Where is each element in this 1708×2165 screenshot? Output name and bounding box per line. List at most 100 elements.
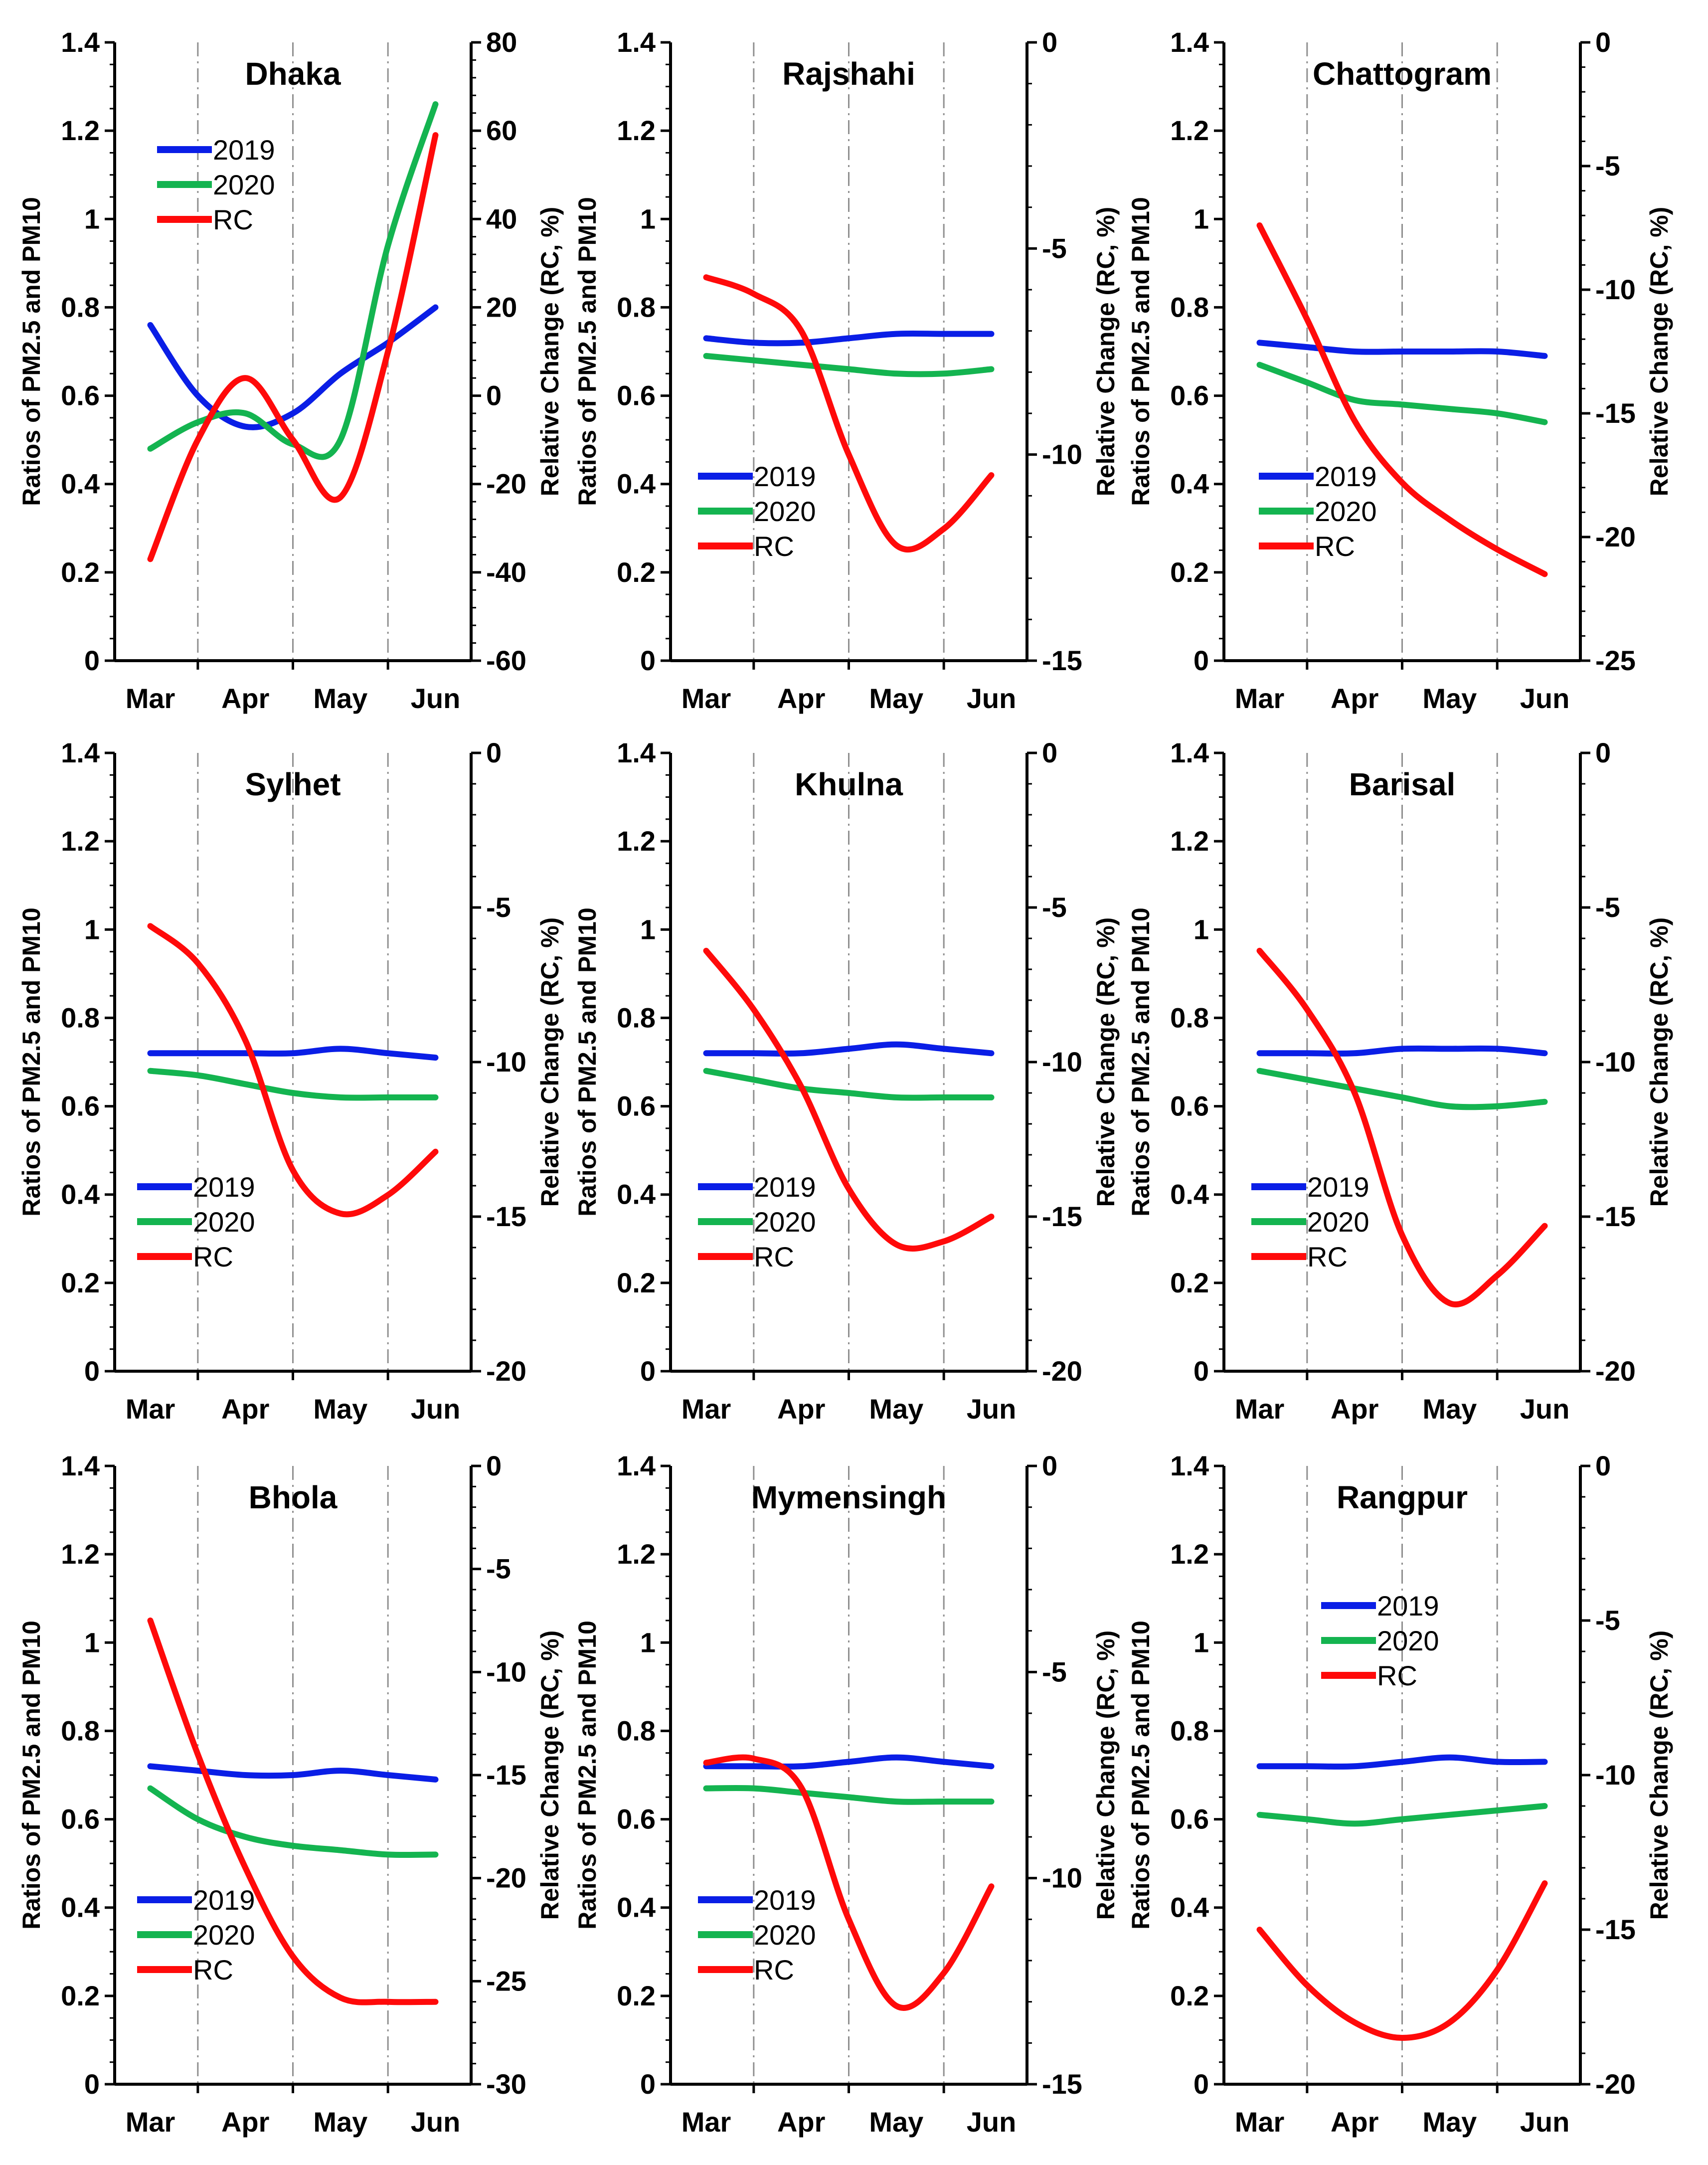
right-tick-label: -15 (1595, 1914, 1636, 1945)
panel-title: Sylhet (245, 766, 341, 802)
month-label-may: May (869, 1393, 923, 1425)
left-tick-label: 0.2 (617, 1980, 656, 2011)
panel-rajshahi: 0 0.2 0.4 0.6 0.8 1 1.2 1.4 -15 -10 -5 0 Mar Apr May Ju… (573, 26, 1120, 714)
right-tick-label: -10 (486, 1656, 526, 1687)
right-tick-label: -10 (1042, 1862, 1082, 1894)
month-label-apr: Apr (777, 683, 825, 714)
right-tick-label: -5 (486, 1553, 511, 1585)
right-tick-label: -10 (486, 1046, 526, 1078)
legend-label-2019: 2019 (193, 1884, 255, 1916)
right-tick-label: -5 (486, 892, 511, 923)
month-label-apr: Apr (1331, 683, 1378, 714)
month-label-may: May (869, 683, 923, 714)
right-tick-label: -15 (1595, 397, 1636, 429)
left-tick-label: 0.6 (617, 380, 656, 411)
legend-label-rc: RC (754, 1241, 794, 1272)
left-tick-label: 0.2 (1170, 1267, 1209, 1298)
right-tick-label: -20 (1595, 2068, 1636, 2100)
month-label-may: May (313, 683, 367, 714)
series-line-2020 (703, 1068, 995, 1101)
right-tick-label: 0 (1042, 1450, 1057, 1481)
right-tick-label: -40 (486, 556, 526, 588)
month-label-jun: Jun (1520, 1393, 1570, 1425)
left-tick-label: 0.8 (61, 1715, 100, 1746)
panel-title: Barisal (1349, 766, 1455, 802)
left-tick-label: 0.2 (617, 1267, 656, 1298)
left-tick-label: 1 (84, 1626, 100, 1658)
right-tick-label: 0 (486, 737, 502, 768)
left-tick-label: 0 (84, 1355, 100, 1387)
series-line-2019 (703, 330, 995, 347)
left-tick-label: 0.2 (617, 556, 656, 588)
left-tick-label: 0.8 (61, 1002, 100, 1033)
series-line-rc (703, 1754, 995, 2011)
legend-label-rc: RC (754, 1954, 794, 1985)
series-line-rc (1256, 947, 1548, 1307)
panel-title: Rajshahi (782, 56, 915, 92)
panel-chattogram: 0 0.2 0.4 0.6 0.8 1 1.2 1.4 -25 -20 -15 -10 -5 0 Mar Ap… (1127, 26, 1673, 714)
right-tick-label: -5 (1595, 150, 1620, 181)
right-axis-title: Relative Change (RC, %) (1092, 207, 1120, 497)
panel-khulna: 0 0.2 0.4 0.6 0.8 1 1.2 1.4 -20 -15 -10 -5 0 Mar Apr Ma… (573, 737, 1120, 1425)
month-label-mar: Mar (1235, 2106, 1285, 2138)
left-tick-label: 0.8 (617, 291, 656, 323)
series-line-rc (147, 1618, 439, 2005)
left-tick-label: 1.4 (1170, 737, 1209, 768)
month-label-apr: Apr (777, 1393, 825, 1425)
series-line-rc (703, 274, 995, 553)
left-tick-label: 0.8 (1170, 291, 1209, 323)
panel-dhaka: 0 0.2 0.4 0.6 0.8 1 1.2 1.4 -60 -40 -20 0 20 40 60 80 Ma… (17, 26, 564, 714)
legend-label-2019: 2019 (754, 1884, 816, 1916)
right-tick-label: -5 (1595, 1605, 1620, 1636)
right-tick-label: 0 (1595, 737, 1611, 768)
series-line-2019 (1256, 340, 1548, 359)
left-tick-label: 0.8 (1170, 1715, 1209, 1746)
left-tick-label: 0.6 (1170, 380, 1209, 411)
series-line-2019 (1256, 1754, 1548, 1770)
right-tick-label: -20 (486, 468, 526, 500)
series-line-2020 (1256, 1068, 1548, 1110)
left-tick-label: 0.8 (617, 1715, 656, 1746)
legend-label-2019: 2019 (1307, 1171, 1369, 1203)
right-tick-label: -5 (1042, 1656, 1067, 1687)
left-tick-label: 1.4 (617, 1450, 656, 1481)
right-axis-title: Relative Change (RC, %) (536, 917, 564, 1207)
right-tick-label: 0 (1595, 26, 1611, 58)
legend-label-rc: RC (193, 1954, 233, 1985)
month-label-apr: Apr (1331, 1393, 1378, 1425)
left-tick-label: 0.6 (61, 1804, 100, 1835)
legend-label-2019: 2019 (1315, 461, 1377, 492)
left-axis-title: Ratios of PM2.5 and PM10 (1127, 1621, 1155, 1930)
right-tick-label: -15 (1042, 1201, 1082, 1232)
series-line-2019 (147, 1046, 439, 1061)
month-label-apr: Apr (221, 1393, 269, 1425)
left-tick-label: 1 (84, 913, 100, 945)
left-tick-label: 0 (84, 645, 100, 676)
right-tick-label: 40 (486, 203, 517, 234)
legend-label-rc: RC (1377, 1660, 1417, 1691)
left-axis-title: Ratios of PM2.5 and PM10 (1127, 197, 1155, 506)
legend-label-2019: 2019 (754, 461, 816, 492)
series-line-rc (147, 132, 439, 562)
legend-label-rc: RC (193, 1241, 233, 1272)
panel-bhola: 0 0.2 0.4 0.6 0.8 1 1.2 1.4 -30 -25 -20 -15 -10 -5 0 Ma… (17, 1450, 564, 2138)
month-label-mar: Mar (682, 683, 731, 714)
panel-sylhet: 0 0.2 0.4 0.6 0.8 1 1.2 1.4 -20 -15 -10 -5 0 Mar Apr Ma… (17, 737, 564, 1425)
month-label-may: May (313, 2106, 367, 2138)
right-tick-label: -15 (1595, 1201, 1636, 1232)
left-axis-title: Ratios of PM2.5 and PM10 (17, 907, 45, 1217)
right-tick-label: 80 (486, 26, 517, 58)
left-tick-label: 0.2 (61, 1980, 100, 2011)
right-tick-label: -15 (486, 1759, 526, 1791)
right-tick-label: 0 (486, 1450, 502, 1481)
left-axis-title: Ratios of PM2.5 and PM10 (17, 197, 45, 506)
month-label-may: May (1422, 2106, 1477, 2138)
month-label-mar: Mar (682, 2106, 731, 2138)
month-label-may: May (1422, 1393, 1477, 1425)
legend-label-2020: 2020 (754, 1206, 816, 1238)
left-tick-label: 0 (1194, 1355, 1209, 1387)
series-line-2020 (1256, 1803, 1548, 1827)
legend-label-2020: 2020 (1307, 1206, 1369, 1238)
right-tick-label: -20 (486, 1862, 526, 1894)
